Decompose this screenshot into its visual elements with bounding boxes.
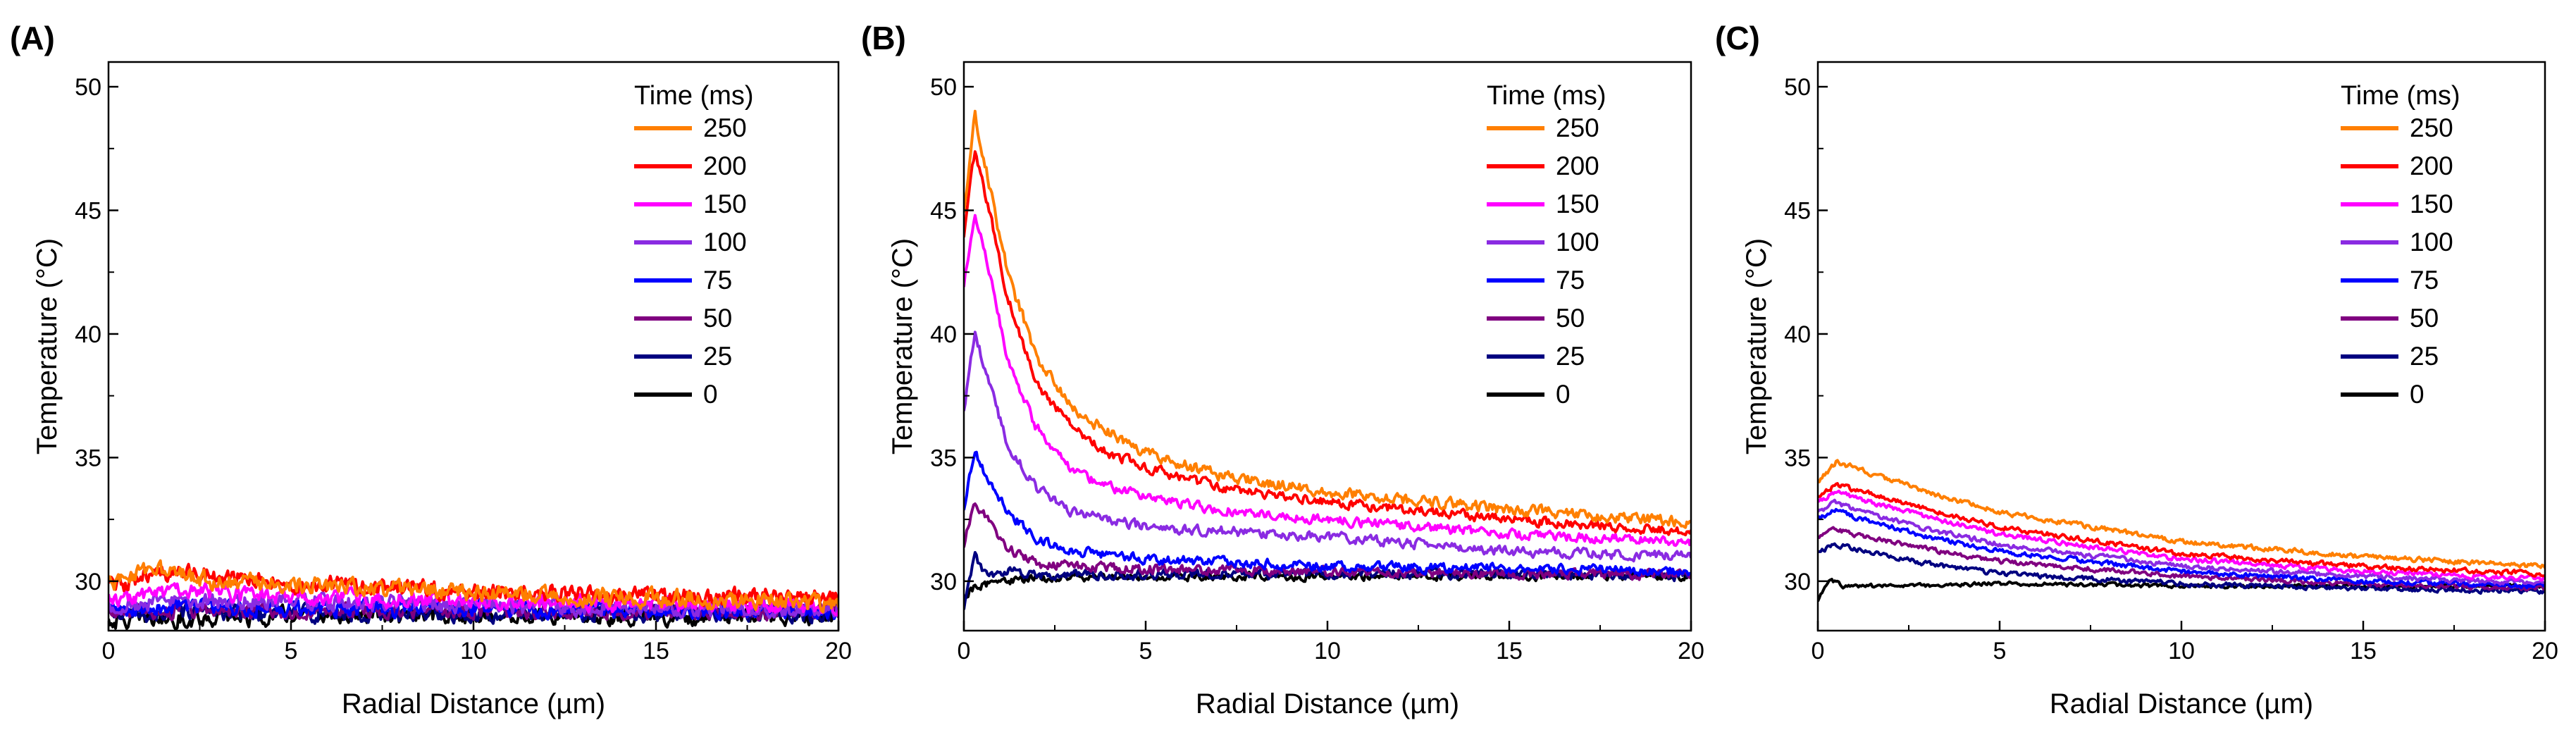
y-tick-label: 50 <box>930 74 957 101</box>
x-tick-label: 10 <box>1314 638 1341 664</box>
x-tick-label: 5 <box>1993 638 2007 664</box>
legend-title: Time (ms) <box>2341 81 2460 111</box>
series-line-250ms <box>1818 459 2545 569</box>
x-tick-label: 10 <box>460 638 487 664</box>
series-lines <box>1818 459 2545 602</box>
series-lines <box>109 559 838 631</box>
series-line-150ms <box>964 214 1691 548</box>
panel-letter: (B) <box>861 20 906 56</box>
chart-panel-1: (A) 0 5 10 15 20 30 35 40 45 50 Radial Distance (µm… <box>10 20 852 719</box>
legend-label-75ms: 75 <box>1556 266 1585 295</box>
y-tick-label: 40 <box>930 321 957 348</box>
x-axis-label: Radial Distance (µm) <box>342 688 605 719</box>
legend-label-0ms: 0 <box>703 380 718 409</box>
x-axis-label: Radial Distance (µm) <box>1196 688 1459 719</box>
x-tick-label: 5 <box>1139 638 1153 664</box>
y-tick-label: 40 <box>1784 321 1811 348</box>
series-line-200ms <box>964 150 1691 537</box>
legend-label-0ms: 0 <box>1556 380 1571 409</box>
x-tick-label: 15 <box>1496 638 1523 664</box>
x-tick-label: 0 <box>1812 638 1825 664</box>
legend-label-0ms: 0 <box>2410 380 2425 409</box>
x-axis-label: Radial Distance (µm) <box>2050 688 2313 719</box>
legend-label-75ms: 75 <box>2410 266 2439 295</box>
x-tick-label: 15 <box>643 638 669 664</box>
y-tick-label: 50 <box>75 74 101 101</box>
series-line-100ms <box>964 330 1691 563</box>
legend-label-250ms: 250 <box>703 113 747 142</box>
series-line-25ms <box>964 551 1691 610</box>
y-tick-label: 35 <box>1784 445 1811 471</box>
legend-label-250ms: 250 <box>2410 113 2453 142</box>
legend-label-25ms: 25 <box>2410 342 2439 371</box>
x-tick-label: 20 <box>1678 638 1704 664</box>
y-tick-label: 45 <box>75 198 101 225</box>
series-line-75ms <box>109 596 838 621</box>
legend-label-25ms: 25 <box>1556 342 1585 371</box>
legend-label-100ms: 100 <box>2410 228 2453 256</box>
series-line-100ms <box>1818 498 2545 586</box>
x-tick-label: 0 <box>102 638 116 664</box>
x-tick-label: 10 <box>2168 638 2195 664</box>
y-tick-label: 50 <box>1784 74 1811 101</box>
x-tick-label: 20 <box>825 638 852 664</box>
x-tick-label: 0 <box>958 638 971 664</box>
series-line-250ms <box>109 559 838 614</box>
x-tick-label: 20 <box>2532 638 2558 664</box>
y-tick-label: 45 <box>930 198 957 225</box>
legend-label-25ms: 25 <box>703 342 732 371</box>
legend-label-50ms: 50 <box>703 304 732 333</box>
legend-label-200ms: 200 <box>2410 151 2453 180</box>
panel-letter: (A) <box>10 20 55 56</box>
legend-label-75ms: 75 <box>703 266 732 295</box>
series-line-50ms <box>1818 526 2545 592</box>
x-tick-label: 5 <box>285 638 298 664</box>
legend-label-50ms: 50 <box>1556 304 1585 333</box>
y-tick-label: 35 <box>930 445 957 471</box>
y-axis-label: Temperature (°C) <box>887 238 918 454</box>
series-line-50ms <box>964 502 1691 581</box>
chart-panel-3: (C) 0 5 10 15 20 30 35 40 45 50 Radial Distance (µm… <box>1715 20 2558 719</box>
legend-label-150ms: 150 <box>2410 190 2453 218</box>
legend-label-150ms: 150 <box>1556 190 1599 218</box>
y-axis-label: Temperature (°C) <box>32 238 63 454</box>
panel-letter: (C) <box>1715 20 1760 56</box>
legend-label-100ms: 100 <box>703 228 747 256</box>
legend-title: Time (ms) <box>634 81 754 111</box>
legend-label-150ms: 150 <box>703 190 747 218</box>
legend-label-100ms: 100 <box>1556 228 1599 256</box>
legend-label-50ms: 50 <box>2410 304 2439 333</box>
y-tick-label: 40 <box>75 321 101 348</box>
chart-panel-2: (B) 0 5 10 15 20 30 35 40 45 50 Radial Distance (µm… <box>861 20 1704 719</box>
y-tick-label: 30 <box>1784 569 1811 595</box>
series-line-75ms <box>1818 507 2545 590</box>
series-line-200ms <box>1818 482 2545 578</box>
series-lines <box>964 109 1691 610</box>
legend-label-200ms: 200 <box>1556 151 1599 180</box>
series-line-150ms <box>1818 489 2545 582</box>
y-axis-label: Temperature (°C) <box>1741 238 1772 454</box>
series-line-25ms <box>1818 542 2545 595</box>
y-tick-label: 45 <box>1784 198 1811 225</box>
legend-label-250ms: 250 <box>1556 113 1599 142</box>
legend-label-200ms: 200 <box>703 151 747 180</box>
x-tick-label: 15 <box>2350 638 2377 664</box>
y-tick-label: 30 <box>930 569 957 595</box>
y-tick-label: 35 <box>75 445 101 471</box>
legend-title: Time (ms) <box>1487 81 1606 111</box>
series-line-75ms <box>964 450 1691 577</box>
y-tick-label: 30 <box>75 569 101 595</box>
series-line-250ms <box>964 109 1691 529</box>
